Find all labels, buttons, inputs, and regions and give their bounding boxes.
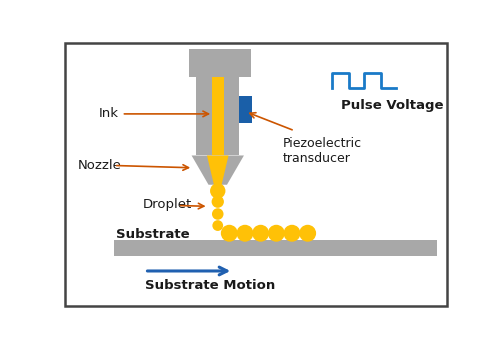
FancyBboxPatch shape xyxy=(190,49,251,77)
Circle shape xyxy=(210,183,226,199)
Circle shape xyxy=(212,195,224,208)
Text: Nozzle: Nozzle xyxy=(78,159,122,172)
FancyBboxPatch shape xyxy=(212,77,224,155)
Circle shape xyxy=(252,225,269,242)
Circle shape xyxy=(284,225,300,242)
FancyBboxPatch shape xyxy=(240,96,252,123)
FancyBboxPatch shape xyxy=(66,43,447,307)
Circle shape xyxy=(299,225,316,242)
Text: Droplet: Droplet xyxy=(143,198,192,211)
Text: Substrate Motion: Substrate Motion xyxy=(144,279,275,292)
Polygon shape xyxy=(224,77,240,155)
Text: Ink: Ink xyxy=(98,107,118,120)
Polygon shape xyxy=(196,77,212,155)
Circle shape xyxy=(236,225,254,242)
Polygon shape xyxy=(207,155,229,185)
Circle shape xyxy=(212,220,223,231)
Text: Piezoelectric
transducer: Piezoelectric transducer xyxy=(283,137,362,165)
Polygon shape xyxy=(192,155,244,185)
FancyBboxPatch shape xyxy=(114,240,437,256)
Circle shape xyxy=(221,225,238,242)
Circle shape xyxy=(268,225,285,242)
Text: Pulse Voltage: Pulse Voltage xyxy=(341,99,444,112)
Text: Substrate: Substrate xyxy=(116,228,190,240)
Circle shape xyxy=(212,208,224,220)
